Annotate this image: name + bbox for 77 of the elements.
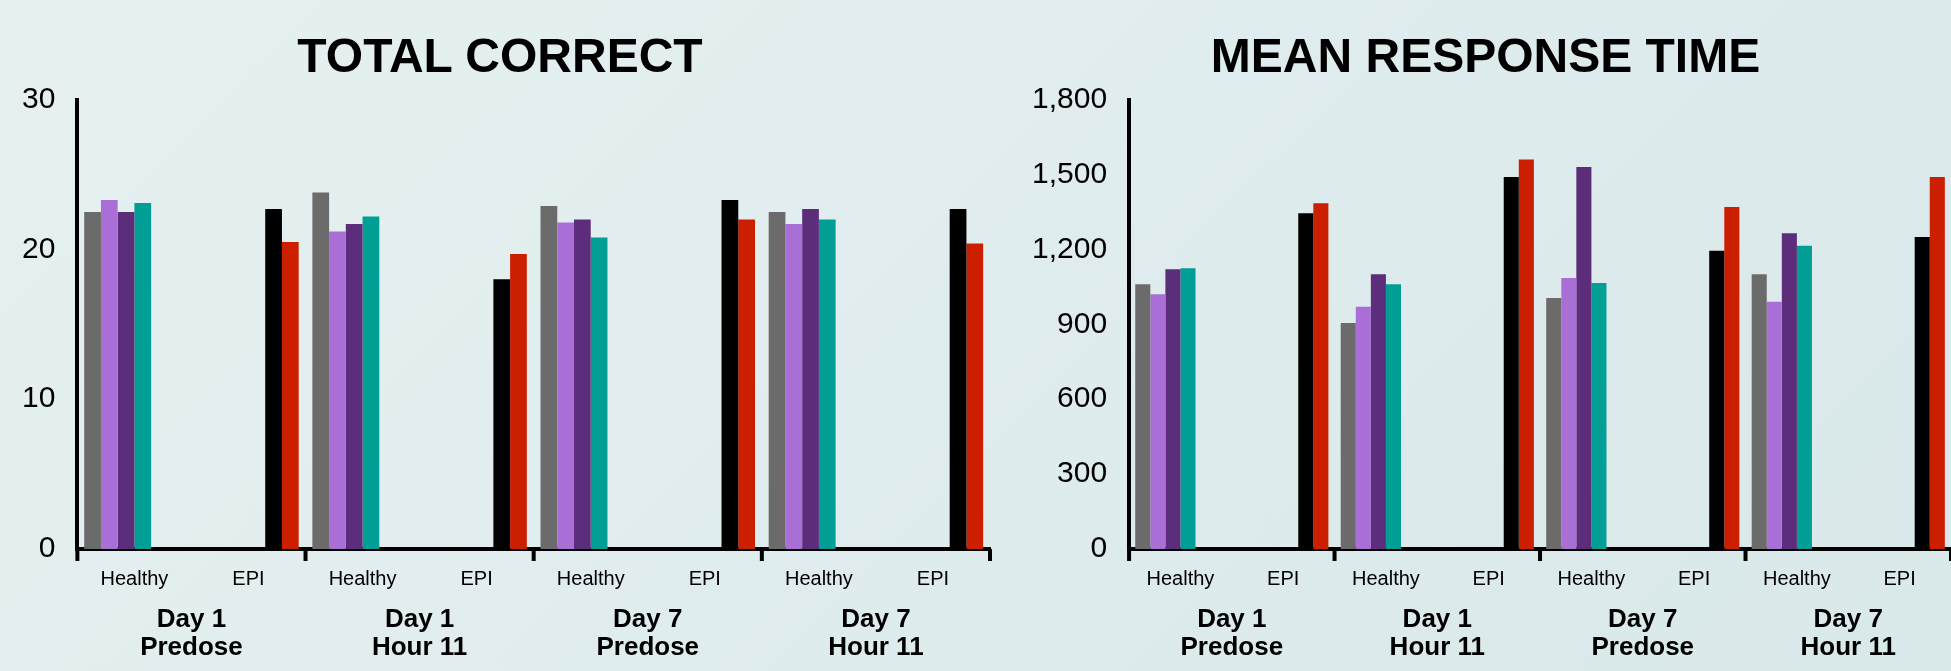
bar	[117, 211, 135, 549]
bar	[100, 199, 118, 549]
bar	[802, 208, 819, 549]
x-tick-label: EPI	[1472, 566, 1505, 589]
bar	[590, 237, 608, 549]
x-tick-label: Healthy	[1557, 566, 1626, 589]
bar	[312, 192, 330, 549]
y-tick-label: 0	[1090, 530, 1108, 564]
x-tick-label: Healthy	[100, 566, 169, 589]
bar	[557, 222, 574, 549]
bar	[573, 219, 591, 549]
bar	[785, 223, 803, 549]
text: Day 7 Predose	[596, 603, 700, 662]
bar	[1180, 268, 1196, 549]
x-tick-label: EPI	[232, 566, 265, 589]
x-tick-label: EPI	[916, 566, 950, 589]
text: Day 1 Hour 11	[371, 603, 468, 662]
bar	[281, 241, 299, 549]
bar	[1135, 284, 1151, 549]
bar	[1796, 245, 1812, 549]
bar	[1518, 159, 1534, 549]
y-tick-label: 1,500	[1032, 155, 1108, 189]
bar	[1340, 323, 1356, 549]
bar	[1561, 278, 1577, 549]
y-tick-label: 10	[21, 380, 56, 414]
text: Day 1 Predose	[140, 603, 243, 662]
bar	[1355, 306, 1371, 549]
bar	[1781, 233, 1797, 549]
bar	[738, 219, 755, 549]
bar	[966, 243, 984, 549]
bar	[1385, 284, 1401, 549]
bar	[1370, 274, 1386, 549]
chart-title: TOTAL CORRECT	[297, 29, 703, 83]
text: Day 7 Hour 11	[1800, 603, 1896, 662]
text: Day 7 Hour 11	[828, 603, 924, 662]
x-tick-label: EPI	[1678, 566, 1711, 589]
y-tick-label: 1,800	[1032, 80, 1108, 114]
bar	[1929, 177, 1945, 549]
bar	[768, 211, 786, 549]
y-tick-label: 900	[1057, 305, 1108, 339]
text: Day 1 Predose	[1180, 603, 1284, 662]
bar	[1165, 269, 1181, 549]
bar	[1313, 203, 1329, 549]
y-tick-label: 20	[21, 230, 56, 264]
x-tick-label: Healthy	[784, 566, 853, 589]
bar	[1576, 167, 1592, 549]
x-tick-label: Healthy	[328, 566, 397, 589]
bar	[1751, 274, 1767, 549]
bar	[818, 219, 836, 549]
x-tick-label: Healthy	[1352, 566, 1420, 589]
x-tick-label: EPI	[460, 566, 493, 589]
bar	[510, 253, 527, 549]
bar	[1591, 283, 1607, 549]
bar	[1150, 294, 1166, 549]
y-tick-label: 30	[21, 80, 56, 114]
x-tick-label: EPI	[1883, 566, 1916, 589]
text: Day 1 Hour 11	[1389, 603, 1485, 662]
x-tick-label: Healthy	[556, 566, 625, 589]
y-tick-label: 600	[1057, 380, 1108, 414]
bar	[1546, 298, 1562, 549]
bar	[362, 216, 380, 549]
x-tick-label: Healthy	[1762, 566, 1831, 589]
bar	[134, 202, 152, 549]
bar	[84, 211, 101, 549]
bar	[1766, 301, 1782, 549]
x-tick-label: EPI	[688, 566, 721, 589]
bar	[1724, 206, 1740, 549]
y-tick-label: 1,200	[1032, 230, 1108, 264]
bar	[329, 231, 346, 549]
bar	[540, 205, 558, 549]
text: Day 7 Predose	[1591, 603, 1695, 662]
bar	[345, 223, 363, 549]
y-tick-label: 300	[1057, 455, 1108, 489]
y-tick-label: 0	[38, 530, 56, 564]
x-tick-label: Healthy	[1146, 566, 1215, 589]
x-tick-label: EPI	[1267, 566, 1300, 589]
chart-title: MEAN RESPONSE TIME	[1210, 29, 1761, 83]
